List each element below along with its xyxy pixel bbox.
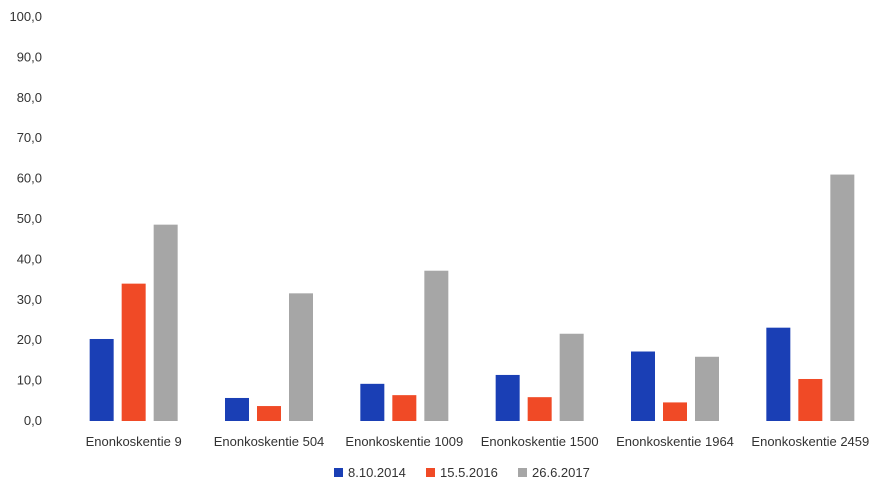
y-tick-label: 60,0 (17, 171, 42, 186)
x-category-label: Enonkoskentie 9 (86, 434, 182, 449)
bar (89, 338, 114, 421)
x-category-label: Enonkoskentie 504 (214, 434, 325, 449)
y-tick-label: 40,0 (17, 251, 42, 266)
bar (225, 397, 249, 421)
bar (153, 224, 178, 421)
legend: 8.10.2014 15.5.2016 26.6.2017 (334, 465, 590, 480)
legend-label: 8.10.2014 (348, 465, 406, 480)
y-tick-label: 10,0 (17, 373, 42, 388)
x-category-label: Enonkoskentie 1009 (345, 434, 463, 449)
bar (766, 327, 791, 421)
bar (289, 293, 313, 421)
bar (257, 406, 281, 421)
bar (392, 395, 417, 421)
y-tick-label: 0,0 (24, 413, 42, 428)
y-axis: 0,0 10,0 20,0 30,0 40,0 50,0 60,0 70,0 80,0 90,0 1… (9, 9, 42, 428)
bar (527, 397, 552, 421)
y-tick-label: 100,0 (9, 9, 42, 24)
legend-label: 15.5.2016 (440, 465, 498, 480)
legend-swatch (518, 468, 527, 477)
legend-label: 26.6.2017 (532, 465, 590, 480)
legend-swatch (426, 468, 435, 477)
bar (495, 374, 520, 421)
y-tick-label: 90,0 (17, 49, 42, 64)
y-tick-label: 50,0 (17, 211, 42, 226)
y-tick-label: 30,0 (17, 292, 42, 307)
legend-swatch (334, 468, 343, 477)
y-tick-label: 70,0 (17, 130, 42, 145)
x-category-label: Enonkoskentie 1964 (616, 434, 734, 449)
y-tick-label: 80,0 (17, 90, 42, 105)
y-tick-label: 20,0 (17, 332, 42, 347)
bar (360, 383, 385, 421)
bar (559, 333, 584, 421)
bar (631, 351, 655, 421)
x-category-label: Enonkoskentie 1500 (481, 434, 599, 449)
bar (830, 174, 855, 421)
bar (663, 402, 687, 421)
x-category-label: Enonkoskentie 2459 (751, 434, 869, 449)
bar (121, 283, 146, 421)
bar (695, 356, 719, 421)
bar (424, 270, 449, 421)
x-axis: Enonkoskentie 9 Enonkoskentie 504 Enonkosk… (86, 434, 870, 449)
bars (89, 174, 855, 421)
bar (798, 378, 823, 421)
